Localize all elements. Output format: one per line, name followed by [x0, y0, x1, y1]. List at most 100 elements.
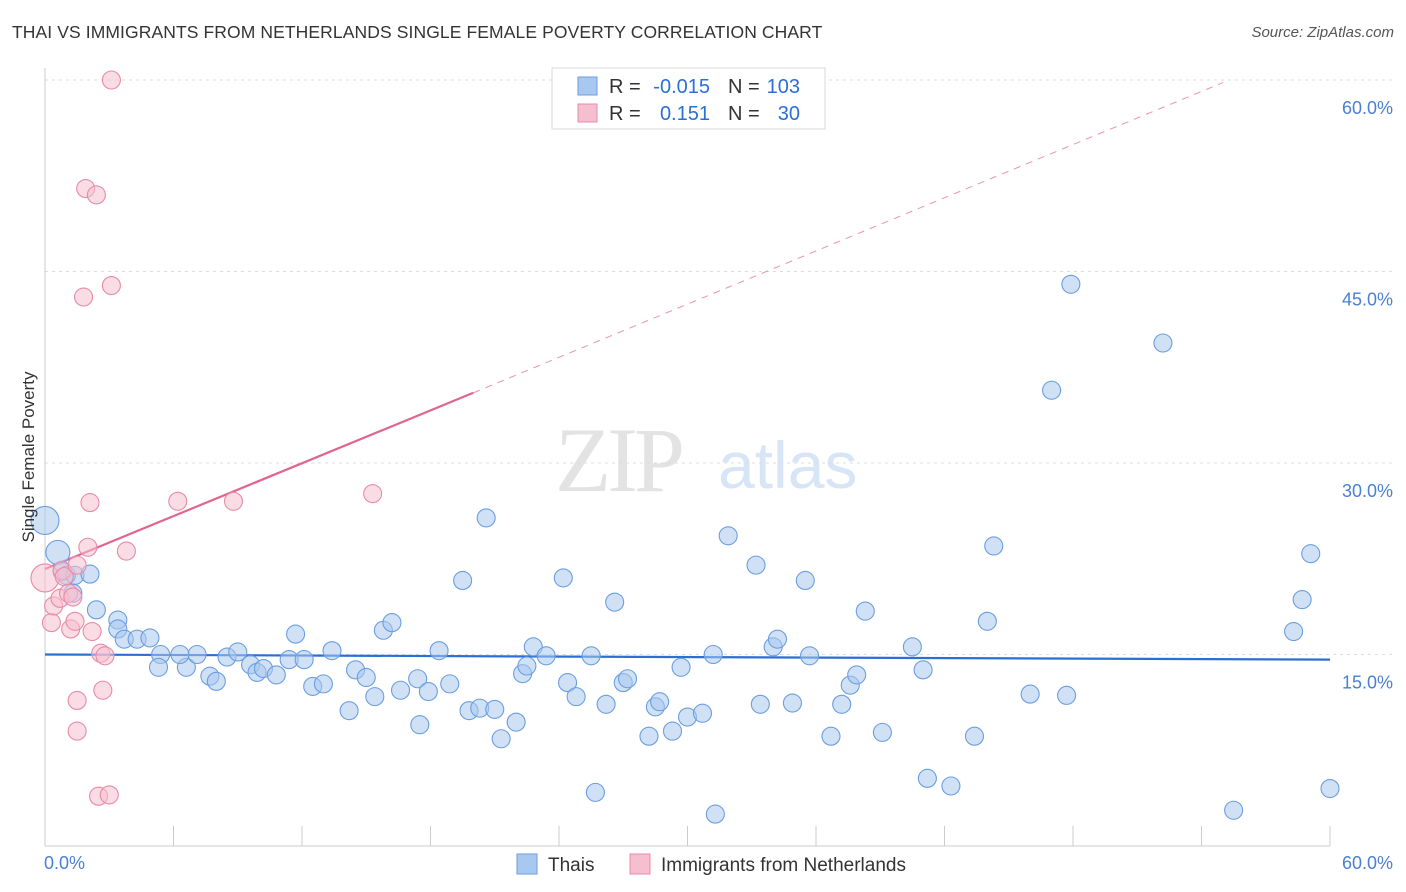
netherlands-point [67, 690, 87, 711]
thais-point [140, 628, 160, 648]
thais-point [705, 804, 725, 824]
netherlands-point [67, 721, 87, 741]
x-tick-label: 60.0% [1342, 853, 1393, 873]
thais-point [418, 681, 438, 702]
thais-point [558, 673, 578, 693]
netherlands-point [95, 646, 115, 666]
bottom-legend: Thais Immigrants from Netherlands [516, 853, 906, 876]
thais-point [356, 667, 376, 688]
thais-point [581, 646, 601, 666]
thais-point [767, 629, 788, 649]
thais-point [410, 715, 430, 735]
thais-point [517, 656, 537, 676]
thais-point [1057, 685, 1077, 705]
thais-point [408, 669, 428, 689]
thais-point [1061, 274, 1081, 294]
thais-point [605, 592, 625, 612]
thais-point [365, 687, 385, 707]
axes [44, 68, 1331, 847]
thais-point [847, 665, 867, 685]
stats-legend-swatch-thais [577, 76, 598, 96]
thais-point [964, 726, 985, 746]
thais-point [596, 694, 616, 714]
thais-point [855, 601, 875, 621]
y-tick-label: 45.0% [1342, 290, 1393, 310]
stats-legend-r-label-netherlands: R = [609, 103, 641, 125]
thais-point [782, 693, 802, 713]
netherlands-point [101, 70, 121, 90]
thais-point [1320, 778, 1340, 799]
thais-point [1042, 380, 1062, 400]
thais-point [913, 660, 933, 680]
thais-point [339, 701, 359, 721]
netherlands-point [363, 484, 383, 504]
stats-legend: R = -0.015 N = 103 R = 0.151 N = 30 [551, 67, 826, 130]
y-tick-label: 60.0% [1342, 98, 1393, 118]
netherlands-point [74, 287, 94, 307]
thais-point [671, 657, 691, 677]
stats-legend-n-label-netherlands: N = [728, 103, 760, 125]
trend-lines [44, 82, 1331, 661]
thais-point [148, 657, 169, 677]
y-axis-title: Single Female Poverty [19, 371, 38, 543]
stats-legend-swatch-netherlands [577, 103, 598, 123]
thais-point [872, 722, 892, 742]
watermark-atlas: atlas [718, 428, 857, 502]
thais-point [286, 624, 306, 644]
thais-point [902, 637, 922, 657]
thais-point [585, 782, 605, 802]
netherlands-point [93, 680, 113, 700]
netherlands-point [168, 491, 188, 511]
thais-point [294, 650, 314, 670]
legend-label-netherlands: Immigrants from Netherlands [661, 855, 906, 876]
thais-point [795, 570, 815, 591]
thais-point [566, 687, 586, 707]
stats-legend-r-label-thais: R = [609, 76, 641, 98]
thais-point [746, 555, 766, 575]
thais-point [485, 699, 505, 719]
thais-point [390, 680, 411, 700]
thais-point [170, 644, 190, 665]
thais-point [1284, 621, 1304, 642]
thais-point [1020, 684, 1040, 704]
thais-trend-line [44, 653, 1331, 661]
thais-point [718, 526, 738, 546]
thais-point [429, 641, 449, 661]
thais-point [821, 726, 841, 746]
legend-swatch-thais [516, 853, 538, 875]
thais-point [984, 536, 1004, 556]
netherlands-point [116, 541, 136, 561]
thais-point [1153, 333, 1173, 353]
thais-point [228, 642, 248, 662]
x-tick-label: 0.0% [44, 853, 85, 873]
netherlands-trend-extension [473, 82, 1224, 394]
thais-point [1292, 590, 1312, 610]
thais-point [266, 665, 286, 685]
thais-point [639, 726, 659, 746]
gridlines [45, 79, 1395, 655]
thais-point [553, 568, 573, 588]
thais-point [977, 611, 997, 631]
watermark-zip: ZIP [555, 409, 682, 511]
thais-point [662, 721, 683, 741]
legend-swatch-netherlands [629, 853, 651, 875]
chart-source: Source: ZipAtlas.com [1251, 24, 1394, 41]
thais-point [313, 674, 333, 694]
netherlands-trend-line [44, 391, 474, 570]
netherlands-point [67, 555, 87, 575]
netherlands-point [86, 185, 106, 205]
data-points [30, 70, 1340, 824]
netherlands-point [65, 611, 85, 631]
thais-point [536, 646, 556, 666]
thais-point [750, 694, 770, 714]
netherlands-point [80, 493, 100, 513]
legend-label-thais: Thais [548, 855, 594, 876]
netherlands-point [63, 587, 83, 607]
chart-title: THAI VS IMMIGRANTS FROM NETHERLANDS SING… [12, 22, 823, 42]
stats-legend-n-value-thais: 103 [767, 76, 800, 98]
thais-point [1224, 800, 1244, 820]
stats-legend-n-value-netherlands: 30 [778, 103, 800, 125]
thais-point [206, 671, 226, 691]
y-tick-label: 15.0% [1342, 673, 1393, 693]
